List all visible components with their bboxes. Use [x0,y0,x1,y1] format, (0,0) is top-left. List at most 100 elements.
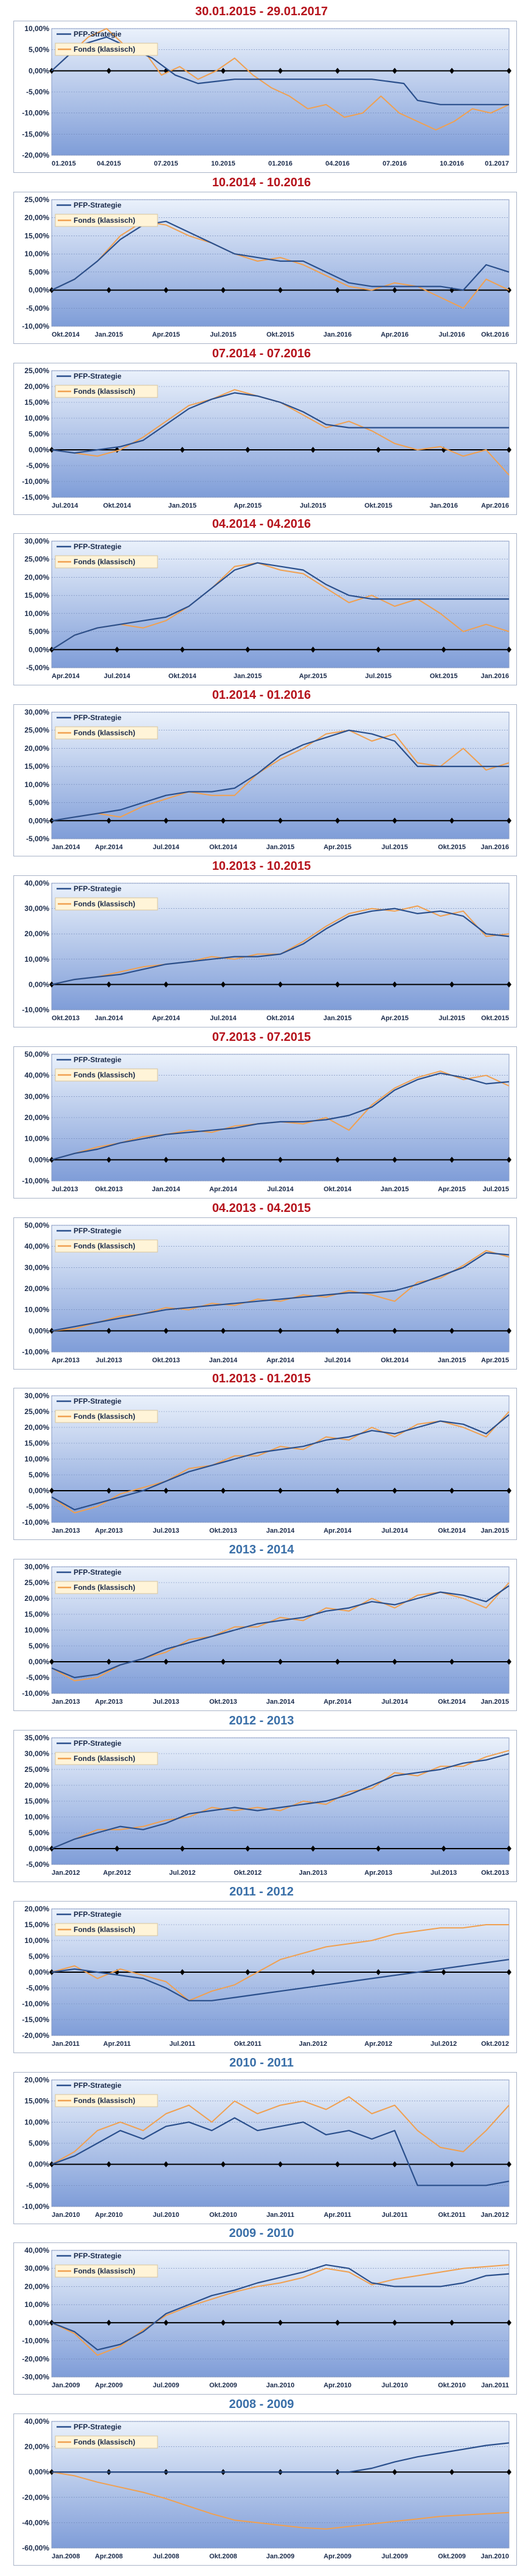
zero-axis-marker [49,1659,54,1665]
legend-label-strategy: PFP-Strategie [74,2252,122,2260]
zero-axis-marker [164,1659,168,1665]
legend-box [55,1581,158,1594]
zero-axis-marker [335,1157,340,1163]
x-tick-label: Jan.2008 [52,2553,80,2560]
zero-axis-marker [507,1659,511,1665]
x-tick-label: Okt.2008 [209,2553,237,2560]
y-tick-label: 30,00% [24,537,49,545]
x-tick-label: Jan.2015 [481,1698,509,1706]
zero-axis-marker [449,2320,454,2326]
zero-axis-marker [310,646,316,653]
legend: PFP-Strategie Fonds (klassisch) [55,542,158,569]
x-tick-label: Jan.2011 [52,2040,80,2048]
y-tick-label: 30,00% [24,1092,49,1101]
zero-axis-marker [392,817,397,824]
legend-box [55,385,158,398]
zero-axis-marker [164,1488,168,1494]
zero-axis-marker [106,1659,111,1665]
x-tick-label: Apr.2012 [103,1869,131,1877]
y-tick-label: 20,00% [24,1781,49,1790]
x-tick-label: Jan.2015 [266,844,294,851]
series-line-strategy [51,1072,510,1161]
chart-title: 07.2013 - 07.2015 [212,1030,311,1044]
line-chart: 20,00% 15,00% 10,00% 5,00% 0,00% -5,00% -10,00… [14,2072,516,2224]
y-tick-label: 15,00% [24,398,49,407]
legend-box [55,1410,158,1423]
x-tick-label: Jul.2008 [153,2553,179,2560]
x-tick-label: Jan.2014 [209,1357,238,1364]
x-tick-label: Jul.2010 [381,2382,407,2389]
y-tick-label: 10,00% [24,1626,49,1634]
y-tick-label: 20,00% [24,382,49,391]
plot-area [51,199,510,327]
x-tick-label: Apr.2014 [52,673,80,680]
zero-axis-marker [106,1327,111,1334]
line-chart: 30,00% 25,00% 20,00% 15,00% 10,00% 5,00% 0,00%… [14,1388,516,1540]
legend-label-strategy: PFP-Strategie [74,372,122,380]
legend-box [55,2264,158,2278]
zero-axis-marker [507,1157,511,1163]
series-line-strategy [51,220,510,291]
x-tick-label: Apr.2014 [324,1698,352,1706]
x-tick-label: Jul.2013 [95,1357,122,1364]
y-tick-label: 10,00% [24,1813,49,1821]
x-tick-label: Jul.2013 [431,1869,457,1877]
legend: PFP-Strategie Fonds (klassisch) [55,30,158,56]
zero-axis-marker [392,1659,397,1665]
legend-box [55,897,158,911]
x-tick-label: Okt.2014 [324,1186,352,1193]
y-tick-label: 10,00% [24,1455,49,1463]
y-tick-label: 20,00% [24,1905,49,1913]
zero-axis-marker [164,981,168,988]
x-tick-label: 04.2015 [97,160,121,167]
x-tick-label: 10.2016 [440,160,464,167]
x-tick-label: Jan.2012 [481,2211,509,2219]
legend: PFP-Strategie Fonds (klassisch) [55,884,158,911]
x-tick-label: Jan.2016 [429,502,457,509]
x-tick-label: Jul.2011 [382,2211,408,2219]
chart-panel: 10,00% 5,00% 0,00% -5,00% -10,00% -15,00% -20,… [13,21,517,173]
zero-axis-marker [441,646,446,653]
series-line-fund [51,1923,509,2001]
zero-axis-marker [335,1659,340,1665]
series-line-strategy [51,562,509,651]
line-chart: 25,00% 20,00% 15,00% 10,00% 5,00% 0,00% -5,00%… [14,363,516,514]
y-tick-label: -60,00% [22,2544,49,2552]
zero-axis-marker [49,1488,54,1494]
zero-axis-marker [49,1327,54,1334]
x-tick-label: Jul.2015 [365,673,391,680]
x-tick-label: Okt.2013 [152,1357,180,1364]
legend-label-fund: Fonds (klassisch) [74,558,135,566]
x-tick-label: Jan.2010 [481,2553,509,2560]
x-tick-label: Jan.2014 [266,1698,295,1706]
legend: PFP-Strategie Fonds (klassisch) [55,713,158,740]
zero-axis-marker [106,817,111,824]
y-tick-label: -20,00% [22,2031,49,2040]
legend-label-fund: Fonds (klassisch) [74,2267,135,2275]
chart-title: 2009 - 2010 [229,2227,294,2241]
line-chart: 30,00% 25,00% 20,00% 15,00% 10,00% 5,00% 0,00%… [14,1559,516,1711]
chart-title: 2012 - 2013 [229,1714,294,1727]
line-chart: 35,00% 30,00% 25,00% 20,00% 15,00% 10,00% 5,00… [14,1731,516,1881]
y-tick-label: 20,00% [24,2283,49,2291]
zero-axis-marker [278,1327,283,1334]
chart-panel: 25,00% 20,00% 15,00% 10,00% 5,00% 0,00% -5,00%… [13,362,517,515]
x-tick-label: Apr.2014 [209,1186,238,1193]
zero-axis-marker [106,1488,111,1494]
y-tick-label: 5,00% [29,1471,49,1479]
x-tick-label: Apr.2015 [234,502,262,509]
x-tick-label: Jan.2013 [52,1698,80,1706]
legend-label-fund: Fonds (klassisch) [74,216,135,225]
line-chart: 40,00%30,00%20,00%10,00%0,00%-10,00%Okt.… [14,876,516,1027]
y-tick-label: 30,00% [24,905,49,913]
y-tick-label: 40,00% [24,2417,49,2426]
x-tick-label: Okt.2014 [438,1698,466,1706]
legend-label-strategy: PFP-Strategie [74,1227,122,1235]
y-tick-label: -20,00% [22,2355,49,2364]
legend: PFP-Strategie Fonds (klassisch) [55,2423,158,2449]
zero-axis-marker [441,1969,446,1975]
x-tick-label: 01.2016 [268,160,293,167]
series-line-fund [51,1749,510,1849]
y-tick-label: 0,00% [29,446,49,454]
x-tick-label: Jul.2015 [483,1186,509,1193]
